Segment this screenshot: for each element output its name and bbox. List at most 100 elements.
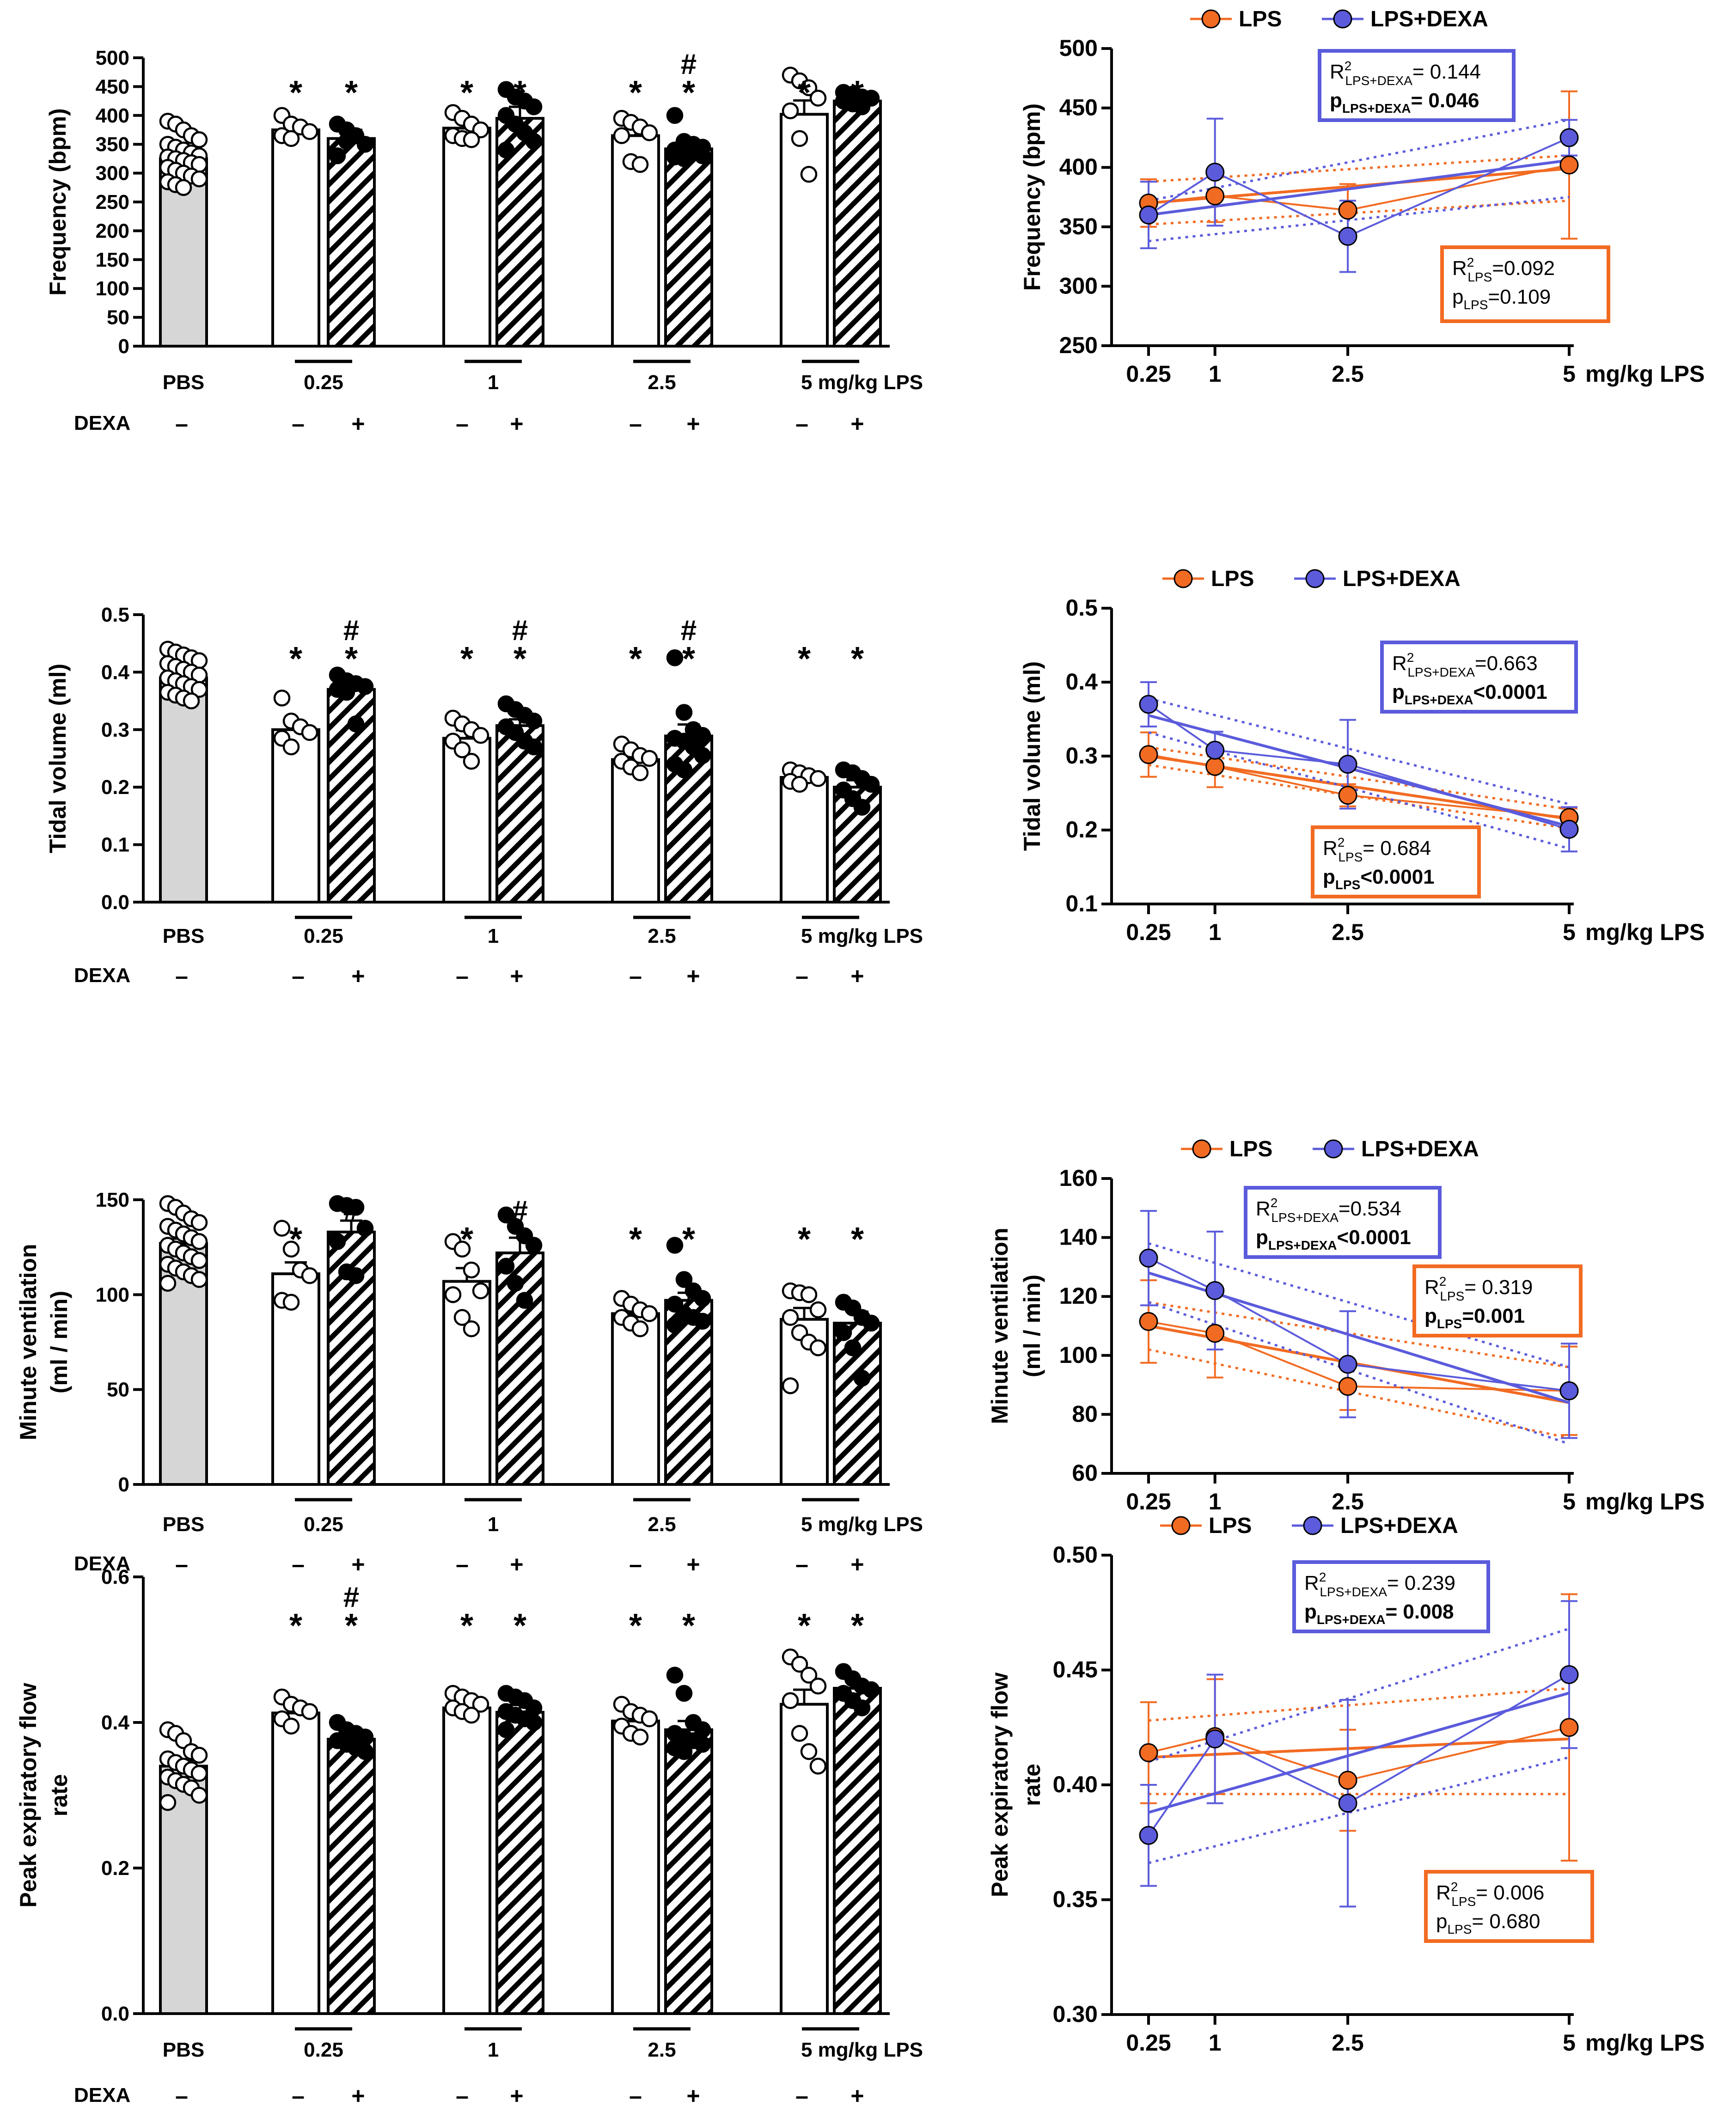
bar — [271, 1711, 320, 2015]
r-squared-sub: LPS+DEXA — [1407, 665, 1475, 679]
group-label: 2.5 — [648, 925, 676, 947]
significance-hash: # — [343, 1195, 359, 1227]
data-point — [472, 1282, 489, 1300]
r-squared-text: R2 LPS+DEXA= 0.144 — [1330, 59, 1481, 88]
data-point — [782, 1309, 799, 1326]
y-tick-label: 0.30 — [1053, 2001, 1098, 2027]
data-point-lps+dexa — [1338, 226, 1357, 246]
data-point-lps+dexa — [1338, 755, 1357, 774]
bar — [327, 1738, 376, 2015]
data-point — [800, 79, 818, 97]
legend-marker — [1174, 569, 1193, 588]
bar — [664, 1728, 713, 2015]
r-squared-symbol: R — [1452, 257, 1467, 280]
p-value-symbol: p — [1330, 89, 1342, 112]
line-chart-1: 250 300 350 400 450 500 0.25 1 2.5 5 mg/kg LPS Freq… — [1019, 7, 1705, 387]
y-tick-label: 450 — [1059, 95, 1098, 121]
y-tick-label: 150 — [96, 249, 129, 271]
y-tick-label: 500 — [1059, 35, 1098, 61]
stat-box-lps+dexa — [1380, 641, 1578, 714]
r-squared-value: = 0.006 — [1476, 1881, 1544, 1904]
legend-label: LPS+DEXA — [1340, 1514, 1458, 1538]
data-point — [809, 1678, 827, 1695]
r-squared-sub: LPS+DEXA — [1345, 73, 1412, 88]
data-point-lps — [1338, 786, 1357, 805]
data-point — [175, 179, 192, 196]
r-squared-value: = 0.319 — [1464, 1276, 1533, 1299]
y-axis-label: Peak expiratory flow — [987, 1673, 1013, 1897]
data-point — [782, 102, 799, 120]
data-point — [190, 1271, 208, 1288]
data-point — [853, 799, 871, 816]
data-point-lps — [1559, 155, 1579, 175]
series-line-lps+dexa — [1148, 137, 1570, 238]
y-axis-label: Frequency (bpm) — [45, 108, 71, 296]
stat-box-lps — [1424, 1870, 1594, 1943]
x-tick-label: 2.5 — [1332, 1489, 1364, 1514]
y-tick-label: 120 — [1059, 1283, 1098, 1309]
x-tick-label: 5 — [1563, 361, 1576, 387]
bar — [611, 1312, 660, 1486]
significance-asterisk: * — [460, 74, 473, 111]
significance-hash: # — [512, 615, 528, 647]
p-value-sub: LPS — [1463, 298, 1488, 312]
data-point — [525, 1714, 543, 1731]
r-squared-value: = 0.684 — [1363, 837, 1431, 860]
y-axis-label: Peak expiratory flow — [15, 1683, 41, 1907]
data-point — [809, 770, 827, 787]
significance-asterisk: * — [851, 74, 864, 111]
x-axis-unit: mg/kg LPS — [1585, 919, 1705, 945]
y-tick-label: 80 — [1072, 1401, 1098, 1427]
y-tick-label: 0.3 — [101, 719, 129, 741]
data-point — [694, 747, 711, 764]
data-point — [791, 1725, 808, 1742]
x-axis-unit: mg/kg LPS — [1585, 1489, 1705, 1514]
data-point — [463, 1261, 480, 1279]
group-label: 0.25 — [304, 1513, 343, 1536]
data-point — [190, 1787, 208, 1804]
dexa-sign: + — [850, 963, 864, 989]
data-point-lps — [1139, 1312, 1158, 1331]
y-tick-label: 250 — [1059, 332, 1098, 358]
data-point — [190, 1214, 208, 1231]
series-line-lps+dexa — [1148, 1673, 1570, 1836]
data-point — [809, 1301, 827, 1319]
p-value-sub: LPS — [1437, 1317, 1462, 1331]
data-point — [356, 678, 374, 695]
x-tick-label: 2.5 — [1332, 2030, 1364, 2056]
data-point — [497, 1258, 515, 1275]
data-point — [853, 98, 871, 116]
dexa-sign: + — [510, 1551, 523, 1577]
dexa-sign: – — [456, 2083, 469, 2109]
group-label: 2.5 — [648, 1513, 676, 1536]
dexa-sign: – — [456, 411, 469, 437]
y-tick-label: 0.4 — [1065, 669, 1098, 695]
bar-chart-1: 0 50 100 150 200 250 300 350 400 450 500 Frequency … — [45, 47, 923, 437]
data-point-lps+dexa — [1139, 695, 1158, 714]
data-point — [463, 131, 480, 148]
dexa-sign: + — [686, 2083, 700, 2109]
bar — [159, 676, 208, 904]
data-point-lps+dexa — [1139, 1826, 1158, 1845]
data-point — [190, 1252, 208, 1269]
significance-asterisk: * — [629, 1607, 642, 1644]
data-point — [472, 1696, 489, 1713]
y-tick-label: 0.50 — [1053, 1542, 1098, 1568]
data-point-lps — [1338, 1771, 1357, 1790]
dexa-sign: – — [292, 411, 305, 437]
y-tick-label: 500 — [96, 47, 129, 69]
data-point-lps+dexa — [1338, 1794, 1357, 1813]
r-squared-sup: 2 — [1319, 1570, 1326, 1584]
data-point — [844, 1339, 862, 1356]
line-chart-2: 0.1 0.2 0.3 0.4 0.5 0.25 1 2.5 5 mg/kg LPS Tidal v… — [1019, 567, 1705, 945]
r-squared-text: R2 LPS+DEXA=0.663 — [1392, 650, 1538, 679]
r-squared-symbol: R — [1304, 1572, 1319, 1594]
y-tick-label: 0.3 — [1065, 743, 1098, 769]
r-squared-sub: LPS — [1467, 270, 1492, 284]
dexa-sign: – — [795, 411, 808, 437]
data-point — [641, 124, 658, 141]
r-squared-sub: LPS — [1338, 850, 1363, 864]
x-tick-label: 0.25 — [1126, 361, 1171, 387]
p-value-text: pLPS<0.0001 — [1323, 866, 1435, 892]
